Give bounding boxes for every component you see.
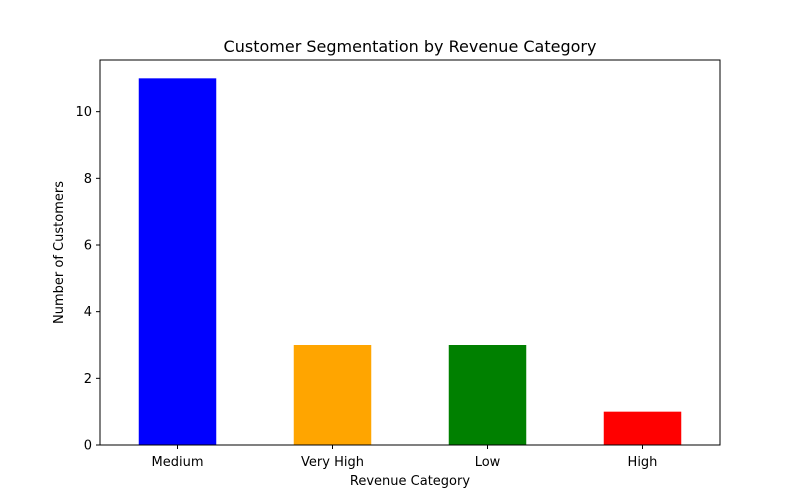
x-tick-label: High [628,455,658,470]
y-tick-label: 0 [84,439,92,454]
y-tick-label: 2 [84,372,92,387]
y-axis-ticks: 0 2 4 6 8 10 [75,105,100,454]
x-tick-label: Low [475,455,501,470]
bar-low [448,345,527,445]
y-tick-label: 10 [75,105,92,120]
x-tick-label: Medium [152,455,204,470]
bars-group [138,78,682,445]
x-axis-ticks: Medium Very High Low High [152,445,658,470]
y-tick-label: 8 [84,172,92,187]
bar-high [603,411,682,445]
bar-medium [138,78,217,445]
bar-very-high [293,345,372,445]
chart-title: Customer Segmentation by Revenue Categor… [224,37,597,56]
x-tick-label: Very High [301,455,364,470]
y-tick-label: 6 [84,239,92,254]
x-axis-label: Revenue Category [350,474,470,489]
plot-frame [99,59,721,446]
y-tick-label: 4 [84,305,92,320]
y-axis-label: Number of Customers [52,181,67,324]
